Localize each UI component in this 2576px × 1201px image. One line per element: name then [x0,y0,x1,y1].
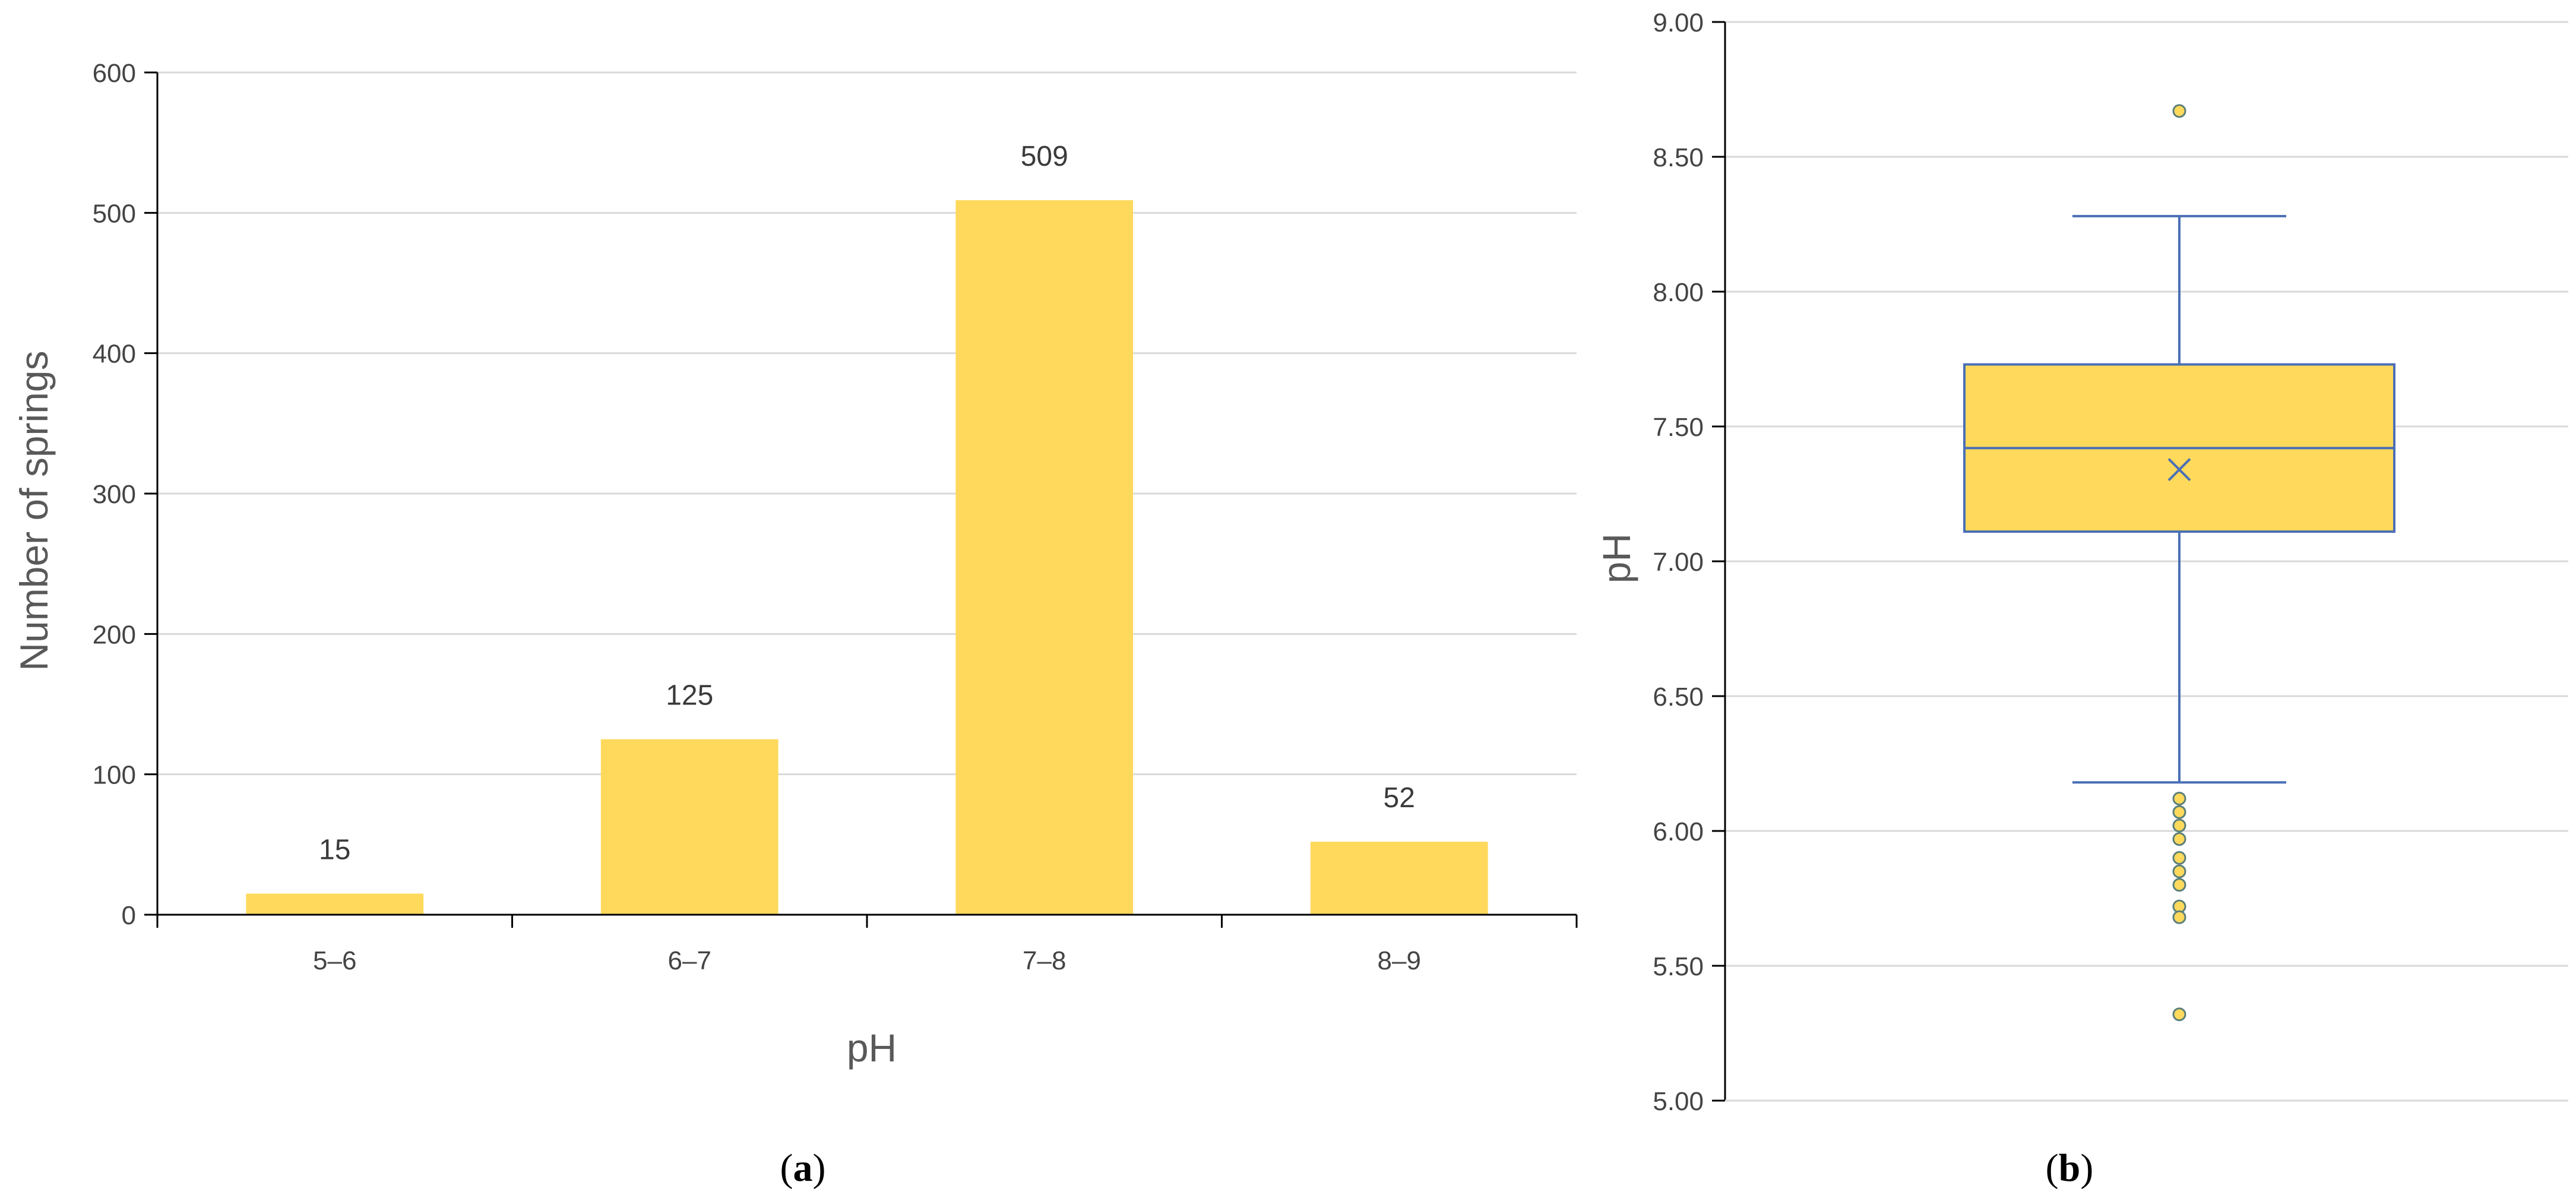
box-plot-y-tick-label: 7.00 [1653,548,1704,577]
bar-chart-y-axis-title: Number of springs [12,350,56,671]
bar-chart-gridlines [157,71,1577,776]
box-plot-y-tick-label: 8.50 [1653,143,1704,172]
bar-data-label: 52 [1384,782,1415,814]
box-plot-y-tick-label: 5.00 [1653,1087,1704,1116]
bar-chart-axes [144,71,1578,928]
box-plot-panel: 5.00 5.50 6.00 6.50 7.00 7.50 8.00 8.50 9.00 pH [1594,8,2568,1116]
outlier-point [2172,864,2186,878]
box-plot-y-tick-label: 7.50 [1653,413,1704,442]
box-plot-y-tick-label: 9.00 [1653,8,1704,37]
bar-chart-x-tick-labels: 5–6 6–7 7–8 8–9 [313,946,1421,975]
bar-chart-x-tick-label: 8–9 [1378,946,1421,975]
bar-chart-x-axis-title: pH [847,1026,897,1070]
bar-chart-data-labels: 15 125 509 52 [319,141,1415,865]
box-plot-y-tick-label: 8.00 [1653,278,1704,307]
outlier-point [2172,832,2186,846]
bar-chart-y-tick-label: 500 [93,199,136,228]
box-plot-outliers [2172,104,2186,1022]
bar-chart-y-tick-label: 100 [93,761,136,790]
box-plot-y-tick-labels: 5.00 5.50 6.00 6.50 7.00 7.50 8.00 8.50 9.00 [1653,8,1704,1116]
bar-chart-panel: 0 100 200 300 400 500 600 5–6 6–7 7–8 8–9 15 125 50… [12,59,1578,1070]
box-plot-y-axis-title: pH [1594,533,1638,583]
outlier-point [2172,818,2186,833]
bar-chart-y-tick-label: 400 [93,340,136,369]
bar-chart-y-tick-labels: 0 100 200 300 400 500 600 [93,59,136,930]
bar-data-label: 15 [319,835,350,866]
outlier-point [2172,910,2186,924]
outlier-point [2172,1007,2186,1022]
bar-data-label: 125 [666,680,713,712]
box-plot-y-tick-label: 6.50 [1653,682,1704,712]
bar-chart-y-tick-label: 200 [93,620,136,649]
bar-chart-y-tick-label: 600 [93,59,136,88]
bar [600,739,779,915]
bar-chart-x-tick-label: 6–7 [668,946,711,975]
bar-chart-y-tick-label: 0 [122,901,136,930]
outlier-point [2172,851,2186,865]
outlier-point [2172,805,2186,819]
bar-chart-x-tick-label: 5–6 [313,946,356,975]
bar [1310,842,1488,915]
mean-marker-stroke-2 [2167,458,2191,482]
bar [246,893,424,915]
panel-label-a: (a) [780,1146,826,1190]
bar-chart-y-tick-label: 300 [93,480,136,509]
bar-data-label: 509 [1021,141,1068,172]
bar-chart-x-tick-label: 7–8 [1023,946,1066,975]
bar-chart-bars [246,200,1488,915]
outlier-point [2172,104,2186,118]
panel-label-b: (b) [2046,1146,2094,1190]
outlier-point [2172,878,2186,892]
outlier-point [2172,792,2186,806]
box-plot-y-tick-label: 6.00 [1653,817,1704,846]
box-plot-axes [1712,21,2568,1102]
box-plot-y-tick-label: 5.50 [1653,952,1704,981]
bar [955,200,1134,915]
box-plot-box [1963,214,2395,784]
